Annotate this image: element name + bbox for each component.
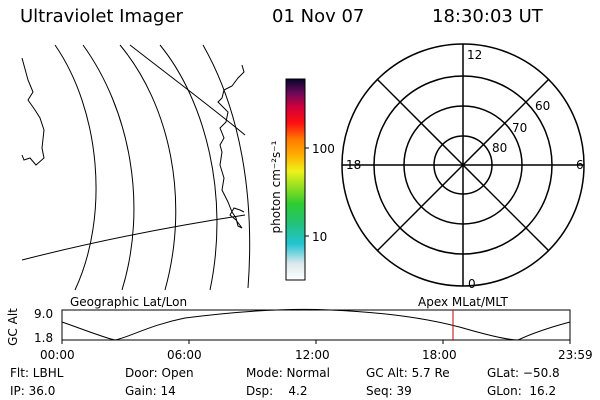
status-glat: GLat: −50.8 — [487, 366, 560, 380]
colorbar-unit-label: photon cm⁻²s⁻¹ — [269, 140, 283, 234]
altitude-y-tick: 1.8 — [34, 331, 54, 345]
status-gain: Gain: 14 — [125, 384, 176, 398]
coastline-west — [21, 57, 45, 166]
instrument-title: Ultraviolet Imager — [20, 6, 183, 27]
status-ip: IP: 36.0 — [10, 384, 56, 398]
latitude-arc — [202, 44, 251, 289]
polar-meridian — [376, 78, 550, 252]
altitude-x-tick-label: 00:00 — [40, 348, 75, 362]
altitude-plot-frame — [61, 309, 571, 341]
latitude-arc — [159, 44, 218, 291]
altitude-x-tick-label: 23:59 — [558, 348, 593, 362]
mlat-label-60: 60 — [535, 99, 551, 113]
colorbar-gradient — [285, 78, 306, 281]
altitude-curve — [61, 308, 571, 341]
altitude-x-tick-label: 18:00 — [422, 348, 457, 362]
polar-grid — [341, 43, 585, 287]
colorbar-tick-label: 10 — [312, 230, 328, 244]
altitude-y-tick: 9.0 — [34, 307, 54, 321]
colorbar-tick-label: 100 — [312, 142, 335, 156]
geographic-map — [21, 44, 251, 291]
mlt-label-noon: 12 — [467, 48, 483, 62]
status-mode: Mode: Normal — [246, 366, 330, 380]
altitude-x-ticks — [61, 340, 571, 344]
time-label: 18:30:03 UT — [432, 6, 543, 27]
longitude-line — [129, 44, 246, 136]
mlt-label-dusk: 18 — [346, 158, 362, 172]
mlt-label-dawn: 6 — [576, 158, 584, 172]
altitude-plot — [61, 308, 571, 344]
mlt-label-midnight: 0 — [468, 277, 476, 291]
apex-projection-label: Apex MLat/MLT — [418, 295, 508, 309]
status-filter: Flt: LBHL — [10, 366, 64, 380]
latitude-arc — [82, 44, 135, 291]
status-door: Door: Open — [125, 366, 194, 380]
geographic-projection-label: Geographic Lat/Lon — [70, 295, 188, 309]
latitude-arc — [54, 44, 97, 291]
latitude-arc — [119, 44, 177, 291]
altitude-x-tick-label: 06:00 — [167, 348, 202, 362]
coastline-east — [217, 64, 245, 229]
altitude-axis-title: GC Alt — [6, 308, 20, 346]
status-dsp: Dsp: 4.2 — [246, 384, 308, 398]
altitude-x-tick-label: 12:00 — [295, 348, 330, 362]
date-label: 01 Nov 07 — [272, 6, 365, 27]
colorbar-ticks — [305, 147, 309, 237]
longitude-line — [21, 214, 246, 261]
status-gc-alt: GC Alt: 5.7 Re — [366, 366, 450, 380]
status-glon: GLon: 16.2 — [487, 384, 557, 398]
mlat-label-70: 70 — [512, 121, 528, 135]
status-seq: Seq: 39 — [366, 384, 412, 398]
mlat-label-80: 80 — [492, 141, 508, 155]
